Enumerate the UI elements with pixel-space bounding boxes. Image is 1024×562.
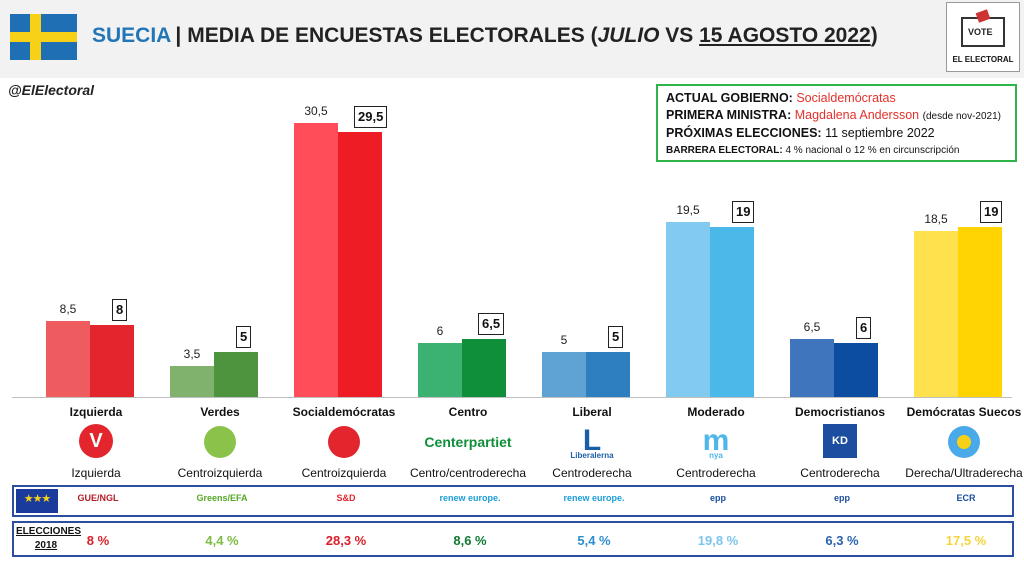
data-label-july: 5 [560,333,568,348]
category-label: Izquierda [69,405,123,419]
bloc-label: Derecha/Ultraderecha [905,466,1023,480]
info-box: ACTUAL GOBIERNO: Socialdemócratas PRIMER… [656,84,1017,162]
data-label-august: 6 [856,317,872,340]
bar-july [46,320,90,397]
bar-july [790,338,834,397]
data-label-august: 5 [608,326,624,349]
data-label-july: 19,5 [676,203,700,218]
data-label-july: 18,5 [924,212,948,227]
header: SUECIA | MEDIA DE ENCUESTAS ELECTORALES (J… [0,0,1024,78]
party-logo-icon: KD [810,424,870,460]
result-value: 6,3 % [825,533,859,548]
bar-august [214,352,258,397]
party-logo-rose-icon [314,424,374,460]
country-name: SUECIA [92,24,172,47]
next-election-value: 11 septiembre 2022 [825,126,935,140]
el-electoral-logo: VOTE EL ELECTORAL [946,2,1020,72]
data-label-august: 29,5 [354,106,388,129]
bar-july [418,343,462,397]
bar-august [462,338,506,397]
bloc-label: Centroizquierda [301,466,387,480]
data-label-july: 3,5 [183,346,201,361]
party-logo-flower-icon [934,424,994,460]
category-label: Democristianos [794,405,886,419]
result-value: 17,5 % [945,533,987,548]
result-value: 8 % [86,533,110,548]
twitter-handle: @ElElectoral [8,82,95,98]
category-label: Verdes [200,405,240,419]
result-value: 4,4 % [205,533,239,548]
data-label-august: 5 [236,326,252,349]
eu-group-label: renew europe. [563,493,625,503]
bloc-label: Centroizquierda [177,466,263,480]
bar-august [710,226,754,397]
chart-baseline [12,397,1012,398]
category-label: Socialdemócratas [292,405,396,419]
bloc-label: Centroderecha [800,466,880,480]
category-label: Moderado [687,405,745,419]
title-text: MEDIA DE ENCUESTAS ELECTORALES [187,24,585,47]
data-label-august: 19 [980,200,1003,223]
results-2018-row: ELECCIONES 2018 8 % 4,4 % 28,3 % 8,6 % 5,4 %… [12,521,1014,557]
eu-group-label: ECR [956,493,976,503]
bloc-label: Centroderecha [552,466,632,480]
prime-minister-value: Magdalena Andersson [794,108,920,122]
data-label-august: 6,5 [478,312,505,335]
government-value: Socialdemócratas [796,91,896,105]
bar-july [666,222,710,397]
bloc-label: Izquierda [71,466,121,480]
data-label-august: 8 [112,299,128,322]
result-value: 19,8 % [697,533,739,548]
eu-group-label: renew europe. [439,493,501,503]
results-label: ELECCIONES 2018 [16,526,82,551]
party-logo-icon: V [66,424,126,460]
party-logo-sunflower-icon [190,424,250,460]
period-start: JULIO [597,24,660,47]
bar-august [338,132,382,397]
result-value: 5,4 % [577,533,611,548]
sweden-flag-icon [10,14,77,60]
category-label: Demócratas Suecos [906,405,1022,419]
result-value: 28,3 % [325,533,367,548]
page-title: SUECIA | MEDIA DE ENCUESTAS ELECTORALES (J… [92,24,878,47]
eu-group-label: Greens/EFA [196,493,248,503]
data-label-july: 6 [436,324,444,339]
bar-august [586,352,630,397]
eu-group-label: GUE/NGL [77,493,119,503]
bar-august [90,325,134,397]
barrier-value: 4 % nacional o 12 % en circunscripción [785,145,960,156]
category-label: Liberal [572,405,612,419]
bar-july [914,231,958,397]
party-logo-icon: m nya [702,424,730,460]
category-label: Centro [448,405,488,419]
data-label-july: 30,5 [304,104,328,119]
party-logo-icon: L Liberalerna [570,424,614,460]
result-value: 8,6 % [453,533,487,548]
eu-group-label: epp [709,493,726,503]
eu-group-row: ★★★ GUE/NGL Greens/EFA S&D renew europe. ren… [12,485,1014,517]
eu-group-label: S&D [336,493,356,503]
bar-july [170,365,214,397]
bar-july [542,352,586,397]
bar-august [834,343,878,397]
eu-flag-icon: ★★★ [16,489,58,513]
bloc-label: Centro/centroderecha [409,466,527,480]
bar-july [294,123,338,397]
party-logo-icon: Centerpartiet [424,434,512,450]
eu-group-label: epp [833,493,850,503]
data-label-august: 19 [732,200,755,223]
data-label-july: 6,5 [803,319,821,334]
bloc-label: Centroderecha [676,466,756,480]
data-label-july: 8,5 [59,301,77,316]
period-end: 15 AGOSTO 2022 [699,24,871,47]
bar-august [958,226,1002,397]
